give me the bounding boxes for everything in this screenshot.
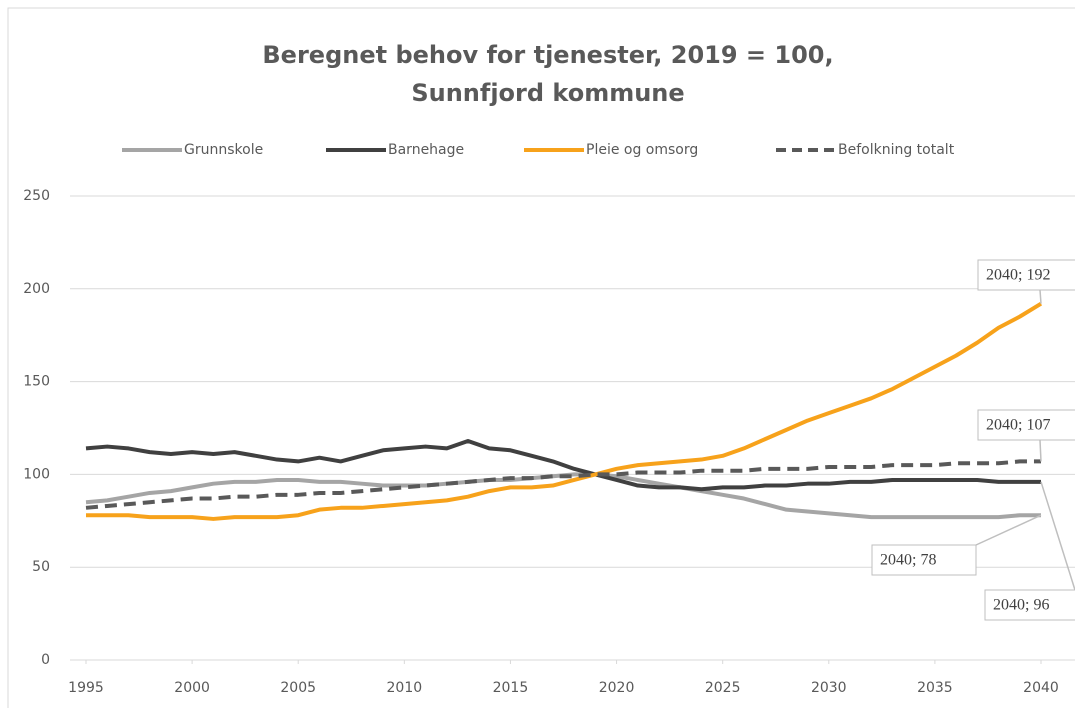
data-label: 2040; 96 xyxy=(993,597,1049,614)
leader-line xyxy=(1040,481,1075,591)
leader-line xyxy=(975,514,1042,546)
data-label-box xyxy=(977,409,1075,441)
legend-label: Pleie og omsorg xyxy=(586,142,698,158)
x-tick-label: 2020 xyxy=(599,680,635,696)
y-tick-label: 100 xyxy=(23,466,50,482)
series-line xyxy=(86,301,1043,521)
series-line xyxy=(85,459,1041,510)
leader-line xyxy=(1039,439,1042,462)
chart-title: Beregnet behov for tjenester, 2019 = 100… xyxy=(262,41,833,69)
x-tick-label: 2040 xyxy=(1023,680,1059,696)
x-tick-label: 2000 xyxy=(174,680,210,696)
y-tick-label: 0 xyxy=(41,652,50,668)
data-label: 2040; 78 xyxy=(880,552,936,569)
y-tick-label: 250 xyxy=(23,188,50,204)
x-tick-label: 1995 xyxy=(68,680,104,696)
leader-line xyxy=(1039,289,1042,304)
series-line xyxy=(85,438,1041,492)
chart-title: Sunnfjord kommune xyxy=(411,79,684,107)
x-tick-label: 2035 xyxy=(917,680,953,696)
data-label: 2040; 192 xyxy=(986,267,1050,284)
y-tick-label: 50 xyxy=(32,559,50,575)
data-label-box xyxy=(984,589,1075,621)
y-tick-label: 200 xyxy=(23,281,50,297)
legend-label: Barnehage xyxy=(388,142,464,158)
legend-label: Befolkning totalt xyxy=(838,142,955,158)
y-tick-label: 150 xyxy=(23,374,50,390)
data-label-box xyxy=(871,544,977,576)
legend-label: Grunnskole xyxy=(184,142,263,158)
x-tick-label: 2005 xyxy=(280,680,316,696)
x-tick-label: 2025 xyxy=(705,680,741,696)
x-tick-label: 2010 xyxy=(387,680,423,696)
data-label: 2040; 107 xyxy=(986,417,1050,434)
data-label-box xyxy=(977,259,1075,291)
chart-border xyxy=(7,7,1075,708)
x-tick-label: 2015 xyxy=(493,680,529,696)
x-tick-label: 2030 xyxy=(811,680,847,696)
